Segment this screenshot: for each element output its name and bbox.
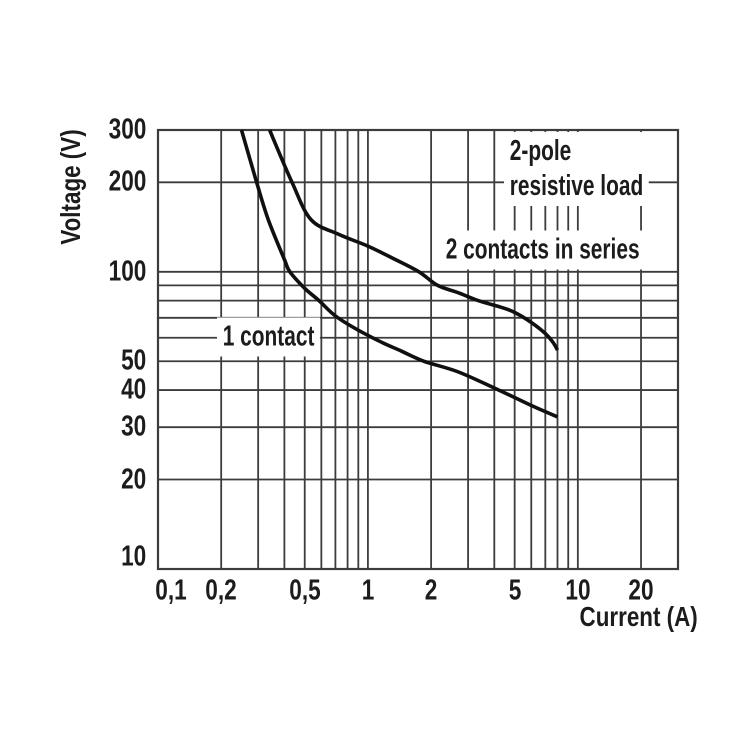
y-axis-title: Voltage (V) xyxy=(55,129,86,245)
two-pole-label: 2-pole resistive load xyxy=(503,131,649,206)
y-tick-label: 100 xyxy=(108,255,146,288)
y-tick-label: 20 xyxy=(120,463,146,496)
one-contact-label: 1 contact xyxy=(216,317,320,357)
x-axis-title: Current (A) xyxy=(579,601,698,632)
y-tick-label: 50 xyxy=(120,344,146,377)
x-tick-label: 0,2 xyxy=(205,574,237,607)
y-tick-label: 10 xyxy=(120,540,146,573)
annotation-line: 2-pole xyxy=(509,134,571,167)
y-tick-label: 200 xyxy=(108,165,146,198)
x-tick-label: 0,1 xyxy=(155,574,187,607)
curve-1-contact xyxy=(239,129,559,419)
x-tick-label: 0,5 xyxy=(288,574,321,607)
x-tick-label: 2 xyxy=(424,574,438,607)
x-tick-label: 1 xyxy=(361,574,375,607)
x-tick-label: 20 xyxy=(628,574,654,607)
curve-2-contacts-in-series xyxy=(267,129,560,352)
annotation-line: resistive load xyxy=(509,169,643,202)
annotation-line: 1 contact xyxy=(222,320,314,353)
y-tick-label: 40 xyxy=(120,373,146,406)
y-tick-label: 300 xyxy=(108,113,146,146)
y-tick-label: 30 xyxy=(120,410,146,443)
two-contacts-label: 2 contacts in series xyxy=(440,230,646,270)
x-tick-label: 10 xyxy=(565,574,591,607)
annotation-line: 2 contacts in series xyxy=(445,233,640,266)
x-tick-label: 5 xyxy=(508,574,521,607)
plot-border xyxy=(156,128,680,571)
